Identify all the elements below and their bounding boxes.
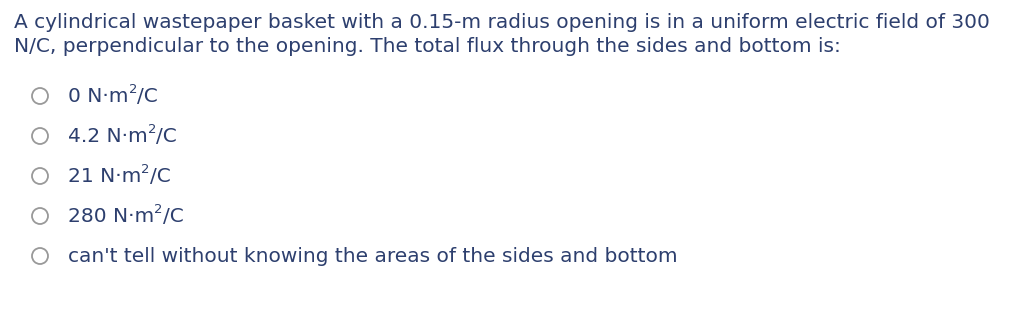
Text: 21 N·m: 21 N·m (68, 167, 141, 186)
Text: 4.2 N·m: 4.2 N·m (68, 127, 147, 146)
Text: 280 N·m: 280 N·m (68, 207, 155, 226)
Text: 0 N·m: 0 N·m (68, 87, 128, 106)
Text: /C: /C (150, 167, 171, 186)
Text: /C: /C (137, 87, 158, 106)
Text: 2: 2 (155, 203, 163, 216)
Text: 2: 2 (141, 163, 150, 176)
Text: 2: 2 (147, 123, 157, 136)
Text: N/C, perpendicular to the opening. The total flux through the sides and bottom i: N/C, perpendicular to the opening. The t… (14, 37, 841, 56)
Text: can't tell without knowing the areas of the sides and bottom: can't tell without knowing the areas of … (68, 247, 678, 265)
Text: A cylindrical wastepaper basket with a 0.15-m radius opening is in a uniform ele: A cylindrical wastepaper basket with a 0… (14, 13, 990, 32)
Text: 2: 2 (128, 83, 137, 96)
Text: /C: /C (157, 127, 177, 146)
Text: /C: /C (163, 207, 183, 226)
